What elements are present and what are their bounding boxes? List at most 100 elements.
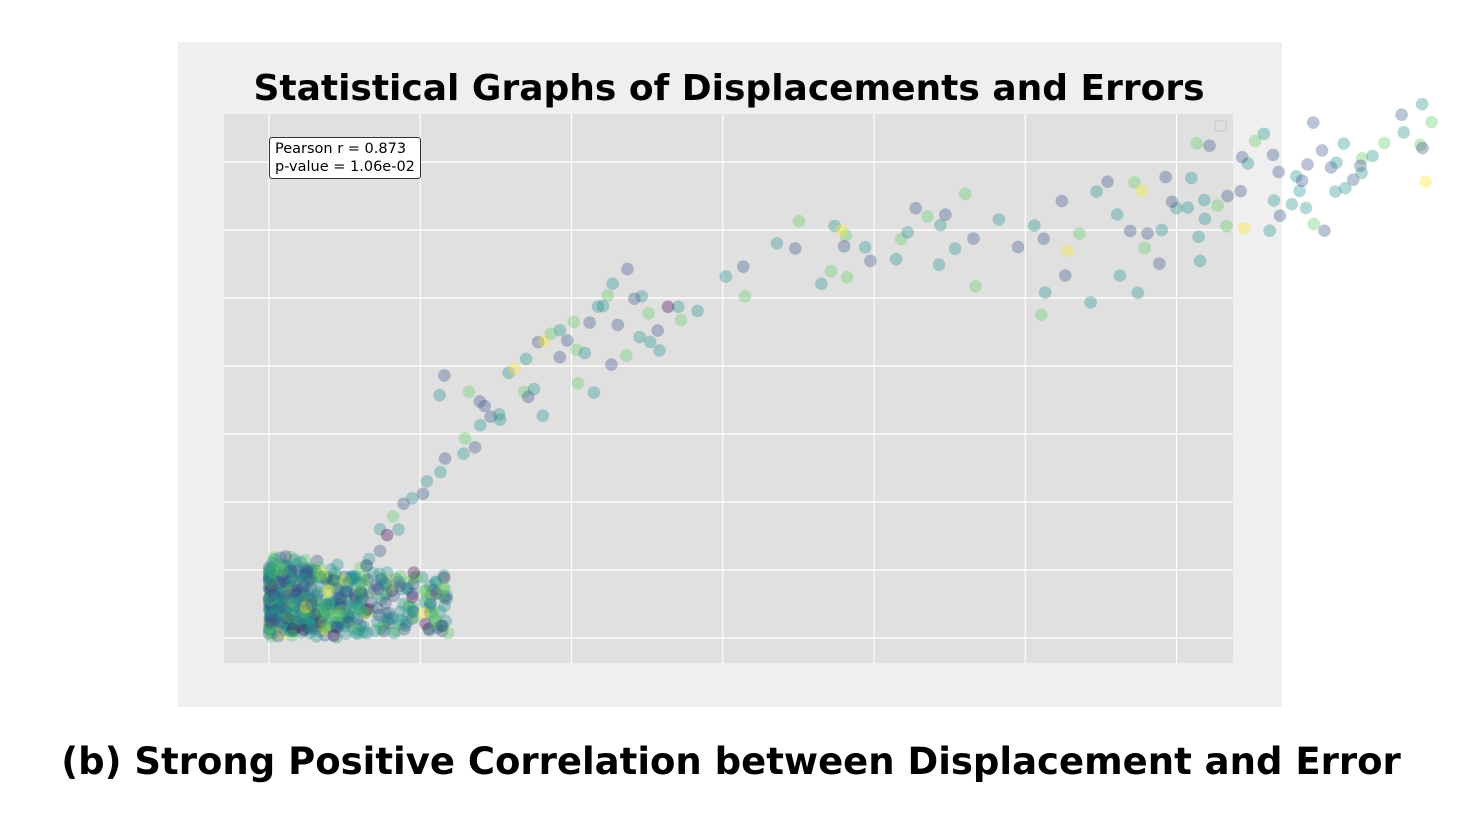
scatter-point xyxy=(264,621,277,634)
scatter-point xyxy=(1355,152,1369,165)
scatter-point xyxy=(297,623,311,637)
scatter-point xyxy=(921,210,934,223)
scatter-point xyxy=(406,605,420,618)
scatter-point xyxy=(344,615,358,628)
scatter-point xyxy=(386,611,399,625)
scatter-point xyxy=(349,591,362,604)
scatter-point xyxy=(1192,230,1205,244)
scatter-point xyxy=(264,562,277,575)
scatter-point xyxy=(264,593,277,606)
scatter-point xyxy=(789,242,802,255)
scatter-point xyxy=(262,592,276,606)
scatter-point xyxy=(1211,199,1224,212)
scatter-point xyxy=(303,615,317,628)
scatter-point xyxy=(274,551,288,565)
scatter-point xyxy=(435,619,448,633)
scatter-point xyxy=(1155,223,1168,237)
scatter-point xyxy=(306,572,320,586)
scatter-point xyxy=(424,589,438,602)
scatter-point xyxy=(353,576,367,590)
scatter-point xyxy=(284,564,298,577)
scatter-point xyxy=(435,619,449,632)
scatter-point xyxy=(268,584,282,598)
scatter-point xyxy=(288,592,301,605)
scatter-point xyxy=(297,617,311,630)
scatter-point xyxy=(283,613,296,627)
figure-caption: (b) Strong Positive Correlation between … xyxy=(61,740,1401,783)
scatter-point xyxy=(948,242,962,255)
scatter-point xyxy=(333,602,346,615)
scatter-point xyxy=(354,561,368,574)
scatter-point xyxy=(298,579,311,593)
scatter-point xyxy=(1181,201,1194,214)
scatter-point xyxy=(267,606,280,620)
scatter-point xyxy=(373,544,387,558)
scatter-point xyxy=(278,560,292,573)
scatter-point xyxy=(293,602,306,616)
scatter-point xyxy=(271,629,285,643)
scatter-point xyxy=(280,559,294,572)
scatter-point xyxy=(331,558,344,572)
scatter-point xyxy=(323,620,336,634)
scatter-point xyxy=(279,576,293,589)
scatter-point xyxy=(331,582,344,596)
scatter-point xyxy=(305,615,319,629)
scatter-point xyxy=(311,596,324,610)
scatter-point xyxy=(421,590,434,604)
scatter-point xyxy=(415,571,429,584)
scatter-point xyxy=(437,571,451,584)
scatter-point xyxy=(351,623,365,636)
scatter-point xyxy=(1273,209,1287,222)
scatter-point xyxy=(1366,149,1379,163)
scatter-point xyxy=(292,596,306,609)
scatter-point xyxy=(317,608,331,621)
scatter-point xyxy=(263,616,277,630)
scatter-point xyxy=(738,290,752,303)
scatter-point xyxy=(309,567,322,580)
scatter-point xyxy=(279,606,293,619)
scatter-point xyxy=(327,629,341,642)
scatter-point xyxy=(348,601,362,614)
scatter-point xyxy=(267,588,281,601)
scatter-point xyxy=(1329,185,1342,198)
scatter-point xyxy=(379,607,393,620)
scatter-point xyxy=(366,604,379,617)
scatter-point xyxy=(621,262,634,276)
scatter-point xyxy=(429,614,443,627)
scatter-point xyxy=(322,606,336,619)
scatter-point xyxy=(268,626,282,639)
scatter-point xyxy=(427,583,440,597)
scatter-point xyxy=(587,386,601,399)
scatter-point xyxy=(410,570,423,584)
scatter-point xyxy=(313,570,327,584)
scatter-point xyxy=(311,567,324,581)
scatter-point xyxy=(287,622,301,636)
pearson-r-label: Pearson r = 0.873 xyxy=(275,141,407,157)
scatter-point xyxy=(277,558,291,572)
scatter-point xyxy=(672,300,685,314)
scatter-point xyxy=(400,582,414,595)
scatter-point xyxy=(521,390,535,404)
scatter-point xyxy=(265,565,279,579)
scatter-point xyxy=(508,362,521,375)
scatter-point xyxy=(368,624,382,637)
scatter-point xyxy=(267,574,280,588)
scatter-point xyxy=(635,290,648,303)
scatter-point xyxy=(284,611,298,624)
scatter-point xyxy=(293,619,307,633)
scatter-point xyxy=(263,574,277,587)
scatter-point xyxy=(1337,137,1351,150)
scatter-point xyxy=(406,587,419,600)
scatter-point xyxy=(417,584,431,598)
scatter-point xyxy=(967,232,980,245)
scatter-point xyxy=(441,626,455,640)
scatter-point xyxy=(287,624,301,637)
scatter-point xyxy=(310,616,324,629)
scatter-point xyxy=(408,611,421,625)
scatter-point xyxy=(263,597,276,610)
scatter-point xyxy=(1257,127,1271,141)
scatter-point xyxy=(824,264,838,278)
correlation-stats-box: Pearson r = 0.873 p-value = 1.06e-02 xyxy=(269,137,421,179)
scatter-point xyxy=(419,584,433,597)
scatter-point xyxy=(269,574,283,587)
